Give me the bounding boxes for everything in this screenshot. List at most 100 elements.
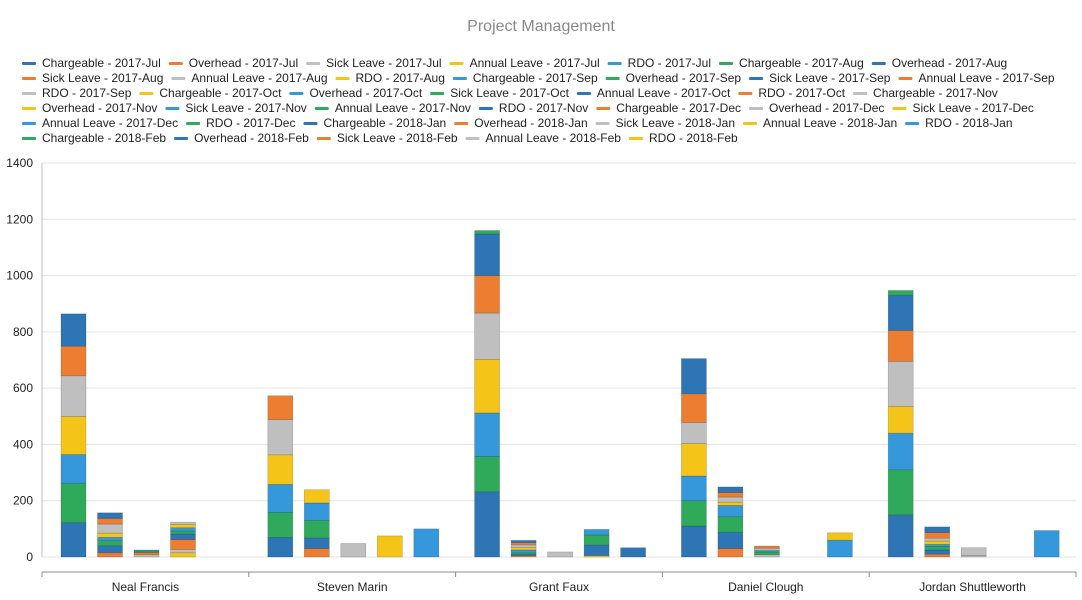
legend-swatch — [316, 137, 331, 140]
legend-swatch — [749, 77, 764, 80]
legend-label: Chargeable - 2017-Nov — [873, 86, 998, 100]
bar-segment — [681, 475, 707, 502]
legend-label: Sick Leave - 2018-Feb — [337, 131, 458, 145]
legend-swatch — [595, 122, 610, 125]
legend-label: RDO - 2018-Jan — [925, 116, 1012, 130]
bar-segment — [133, 554, 160, 558]
legend-swatch — [605, 77, 620, 80]
bar-segment — [681, 358, 707, 395]
bar-segment — [754, 547, 780, 551]
bar-segment — [924, 544, 951, 547]
legend-label: RDO - 2017-Oct — [758, 86, 845, 100]
legend-swatch — [165, 107, 180, 110]
bar-segment — [97, 536, 123, 541]
legend-label: Sick Leave - 2018-Jan — [616, 116, 735, 130]
category-label: Grant Faux — [529, 580, 589, 594]
legend-label: Chargeable - 2018-Feb — [42, 131, 166, 145]
legend-label: Sick Leave - 2017-Oct — [450, 86, 569, 100]
legend-swatch — [306, 62, 321, 65]
legend-label: Chargeable - 2017-Aug — [739, 56, 864, 70]
legend-label: Overhead - 2018-Jan — [474, 116, 587, 130]
bar-segment — [267, 484, 294, 513]
bar-segment — [924, 526, 951, 533]
bar-segment — [827, 539, 853, 558]
legend-swatch — [607, 62, 622, 65]
legend-label: RDO - 2017-Sep — [42, 86, 132, 100]
bar-segment — [681, 500, 707, 527]
legend-label: Annual Leave - 2017-Sep — [918, 71, 1054, 85]
bar-segment — [60, 313, 87, 347]
legend-swatch — [749, 107, 764, 110]
bar-segment — [303, 502, 330, 521]
bar-segment — [267, 512, 294, 538]
legend-label: Overhead - 2018-Feb — [194, 131, 309, 145]
bar-segment — [887, 469, 914, 516]
bar-segment — [547, 551, 573, 558]
bar-segment — [267, 536, 294, 558]
legend-label: Annual Leave - 2017-Nov — [335, 101, 471, 115]
legend-swatch — [478, 107, 493, 110]
legend-label: RDO - 2017-Nov — [499, 101, 588, 115]
y-axis-ticks: 0 200 400 600 800 1000 1200 1400 — [6, 156, 33, 564]
legend-label: Overhead - 2017-Oct — [309, 86, 422, 100]
y-tick-label: 200 — [13, 494, 33, 508]
legend-label: Overhead - 2017-Nov — [42, 101, 157, 115]
legend-label: Overhead - 2017-Sep — [626, 71, 742, 85]
legend-swatch — [303, 122, 318, 125]
legend-label: Overhead - 2017-Aug — [892, 56, 1007, 70]
axes — [41, 163, 1077, 577]
bar-segment — [133, 552, 160, 556]
legend-swatch — [22, 107, 36, 110]
bar-segment — [754, 554, 780, 558]
legend-swatch — [335, 77, 350, 80]
bar-segment — [170, 530, 196, 535]
bar-segment — [97, 518, 123, 525]
legend-swatch — [449, 62, 464, 65]
bar-segment — [170, 539, 196, 550]
legend-swatch — [628, 137, 643, 140]
bar-segment — [960, 547, 987, 556]
legend-swatch — [22, 92, 36, 95]
legend-swatch — [186, 122, 201, 125]
bar-segment — [97, 540, 123, 547]
x-axis-categories: Neal Francis Steven Marin Grant Faux Daniel… — [112, 580, 1026, 594]
legend-label: RDO - 2018-Feb — [649, 131, 738, 145]
bar-segment — [303, 537, 330, 549]
bar-segment — [474, 233, 500, 276]
legend-label: Chargeable - 2017-Sep — [473, 71, 598, 85]
bar-segment — [510, 544, 537, 549]
bar-segment — [170, 527, 196, 532]
legend-swatch — [743, 122, 758, 125]
legend-swatch — [452, 77, 467, 80]
bar-segment — [170, 552, 196, 558]
legend-label: Sick Leave - 2017-Sep — [769, 71, 891, 85]
bar-segment — [924, 549, 951, 555]
bar-segment — [267, 454, 294, 485]
legend-swatch — [892, 107, 907, 110]
bar-segment — [474, 412, 500, 457]
category-label: Neal Francis — [112, 580, 179, 594]
bar-segment — [583, 544, 610, 556]
legend-label: Overhead - 2017-Dec — [769, 101, 884, 115]
bar-segment — [717, 501, 744, 506]
legend-swatch — [314, 107, 329, 110]
bar-segment — [97, 545, 123, 554]
bar-segment — [474, 312, 500, 360]
bar-segment — [510, 540, 537, 543]
bar-segment — [170, 533, 196, 540]
bar-segment — [170, 549, 196, 554]
legend-swatch — [576, 92, 591, 95]
bar-segment — [474, 275, 500, 314]
y-tick-label: 800 — [13, 325, 33, 339]
bar-segment — [681, 525, 707, 558]
bar-segment — [887, 330, 914, 362]
bar-segment — [170, 524, 196, 529]
y-tick-label: 600 — [13, 381, 33, 395]
bar-segment — [827, 532, 853, 541]
bar-segment — [340, 543, 367, 558]
y-tick-label: 400 — [13, 437, 33, 451]
bar-segment — [474, 491, 500, 558]
bar-segment — [681, 422, 707, 444]
bar-segment — [474, 456, 500, 493]
